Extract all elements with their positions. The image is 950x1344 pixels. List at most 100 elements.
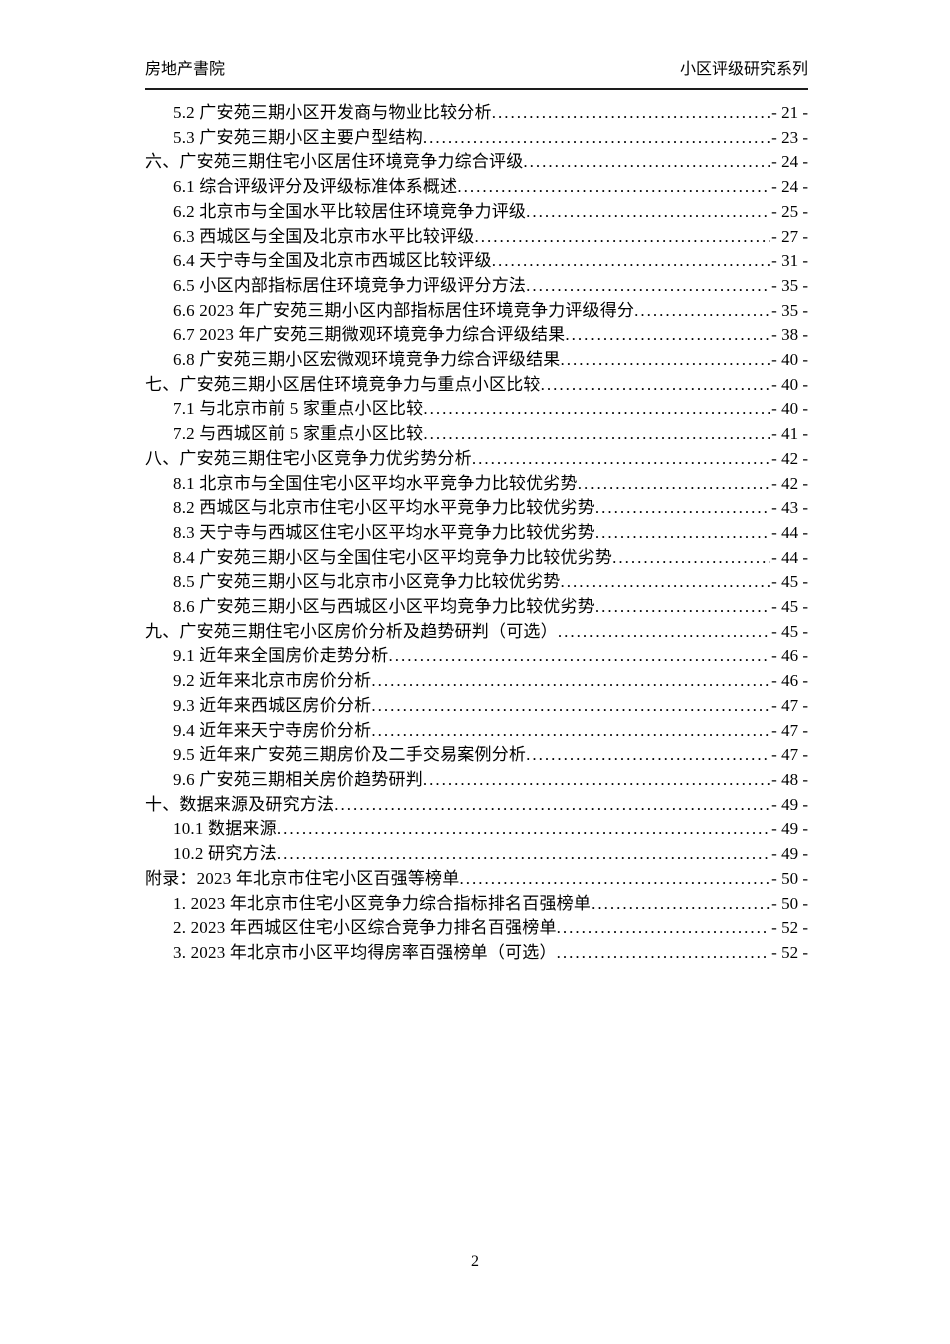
toc-entry-title: 8.3 天宁寺与西城区住宅小区平均水平竞争力比较优劣势 [173, 522, 595, 542]
toc-dot-leader [595, 595, 770, 620]
toc-entry[interactable]: 6.3 西城区与全国及北京市水平比较评级 - 27 - [145, 225, 808, 250]
toc-entry[interactable]: 6.2 北京市与全国水平比较居住环境竞争力评级 - 25 - [145, 200, 808, 225]
toc-entry-page: - 45 - [771, 621, 808, 641]
toc-dot-leader [277, 842, 770, 867]
toc-entry-title: 六、广安苑三期住宅小区居住环境竞争力综合评级 [145, 152, 524, 172]
toc-entry-title: 8.1 北京市与全国住宅小区平均水平竞争力比较优劣势 [173, 473, 578, 493]
toc-entry-title: 10.1 数据来源 [173, 819, 277, 839]
toc-dot-leader [475, 225, 771, 250]
toc-dot-leader [492, 249, 770, 274]
toc-entry-page: - 24 - [771, 177, 808, 197]
toc-dot-leader [423, 768, 770, 793]
toc-entry[interactable]: 8.1 北京市与全国住宅小区平均水平竞争力比较优劣势 - 42 - [145, 472, 808, 497]
toc-entry[interactable]: 3. 2023 年北京市小区平均得房率百强榜单（可选） - 52 - [145, 941, 808, 966]
toc-entry[interactable]: 9.6 广安苑三期相关房价趋势研判 - 48 - [145, 768, 808, 793]
toc-entry-title: 6.3 西城区与全国及北京市水平比较评级 [173, 226, 475, 246]
toc-entry[interactable]: 十、数据来源及研究方法 - 49 - [145, 793, 808, 818]
toc-entry-page: - 38 - [771, 325, 808, 345]
toc-dot-leader [526, 274, 770, 299]
toc-entry-page: - 25 - [771, 201, 808, 221]
toc-entry[interactable]: 10.1 数据来源 - 49 - [145, 817, 808, 842]
toc-entry-title: 6.8 广安苑三期小区宏微观环境竞争力综合评级结果 [173, 350, 561, 370]
toc-entry[interactable]: 八、广安苑三期住宅小区竞争力优劣势分析 - 42 - [145, 447, 808, 472]
toc-dot-leader [541, 373, 771, 398]
toc-entry-page: - 49 - [771, 844, 808, 864]
toc-entry[interactable]: 6.4 天宁寺与全国及北京市西城区比较评级 - 31 - [145, 249, 808, 274]
toc-dot-leader [526, 200, 770, 225]
toc-entry-title: 10.2 研究方法 [173, 844, 277, 864]
toc-entry[interactable]: 7.1 与北京市前 5 家重点小区比较 - 40 - [145, 397, 808, 422]
toc-entry-page: - 24 - [771, 152, 808, 172]
toc-entry[interactable]: 9.3 近年来西城区房价分析 - 47 - [145, 694, 808, 719]
toc-entry[interactable]: 9.2 近年来北京市房价分析 - 46 - [145, 669, 808, 694]
toc-entry-page: - 49 - [771, 794, 808, 814]
page-header: 房地产書院 小区评级研究系列 [145, 55, 808, 90]
toc-entry[interactable]: 附录：2023 年北京市住宅小区百强等榜单 - 50 - [145, 867, 808, 892]
toc-entry-title: 8.2 西城区与北京市住宅小区平均水平竞争力比较优劣势 [173, 498, 595, 518]
toc-entry[interactable]: 8.5 广安苑三期小区与北京市小区竞争力比较优劣势 - 45 - [145, 570, 808, 595]
toc-entry[interactable]: 六、广安苑三期住宅小区居住环境竞争力综合评级 - 24 - [145, 150, 808, 175]
toc-dot-leader [634, 299, 770, 324]
toc-dot-leader [277, 817, 770, 842]
toc-entry[interactable]: 8.3 天宁寺与西城区住宅小区平均水平竞争力比较优劣势 - 44 - [145, 521, 808, 546]
toc-entry-title: 1. 2023 年北京市住宅小区竞争力综合指标排名百强榜单 [173, 893, 592, 913]
toc-entry[interactable]: 6.8 广安苑三期小区宏微观环境竞争力综合评级结果 - 40 - [145, 348, 808, 373]
toc-entry-page: - 43 - [771, 498, 808, 518]
toc-dot-leader [371, 669, 770, 694]
toc-dot-leader [591, 892, 770, 917]
toc-entry-title: 6.5 小区内部指标居住环境竞争力评级评分方法 [173, 275, 527, 295]
toc-entry-page: - 49 - [771, 819, 808, 839]
toc-entry-page: - 35 - [771, 275, 808, 295]
toc-entry[interactable]: 10.2 研究方法 - 49 - [145, 842, 808, 867]
toc-entry[interactable]: 6.1 综合评级评分及评级标准体系概述 - 24 - [145, 175, 808, 200]
toc-entry[interactable]: 9.1 近年来全国房价走势分析 - 46 - [145, 644, 808, 669]
toc-dot-leader [523, 150, 770, 175]
toc-entry-title: 8.5 广安苑三期小区与北京市小区竞争力比较优劣势 [173, 572, 561, 592]
toc-entry-page: - 50 - [771, 868, 808, 888]
toc-entry[interactable]: 7.2 与西城区前 5 家重点小区比较 - 41 - [145, 422, 808, 447]
toc-entry-title: 6.4 天宁寺与全国及北京市西城区比较评级 [173, 251, 492, 271]
toc-entry-title: 5.2 广安苑三期小区开发商与物业比较分析 [173, 103, 492, 122]
toc-dot-leader [371, 719, 770, 744]
toc-entry[interactable]: 8.6 广安苑三期小区与西城区小区平均竞争力比较优劣势 - 45 - [145, 595, 808, 620]
toc-entry[interactable]: 5.2 广安苑三期小区开发商与物业比较分析 - 21 - [145, 101, 808, 126]
toc-entry-title: 8.4 广安苑三期小区与全国住宅小区平均竞争力比较优劣势 [173, 547, 613, 567]
toc-entry-page: - 40 - [771, 350, 808, 370]
toc-entry-title: 9.4 近年来天宁寺房价分析 [173, 720, 372, 740]
toc-entry-title: 2. 2023 年西城区住宅小区综合竞争力排名百强榜单 [173, 918, 557, 938]
toc-entry-title: 6.7 2023 年广安苑三期微观环境竞争力综合评级结果 [173, 325, 566, 345]
toc-entry-page: - 31 - [771, 251, 808, 271]
toc-entry[interactable]: 七、广安苑三期小区居住环境竞争力与重点小区比较 - 40 - [145, 373, 808, 398]
toc-entry-page: - 52 - [771, 918, 808, 938]
toc-dot-leader [423, 397, 770, 422]
toc-entry[interactable]: 5.3 广安苑三期小区主要户型结构 - 23 - [145, 126, 808, 151]
toc-entry-page: - 47 - [771, 745, 808, 765]
toc-entry-page: - 44 - [771, 522, 808, 542]
toc-entry-title: 十、数据来源及研究方法 [145, 794, 335, 814]
toc-entry-title: 5.3 广安苑三期小区主要户型结构 [173, 127, 423, 147]
toc-entry-page: - 23 - [771, 127, 808, 147]
toc-entry[interactable]: 6.5 小区内部指标居住环境竞争力评级评分方法 - 35 - [145, 274, 808, 299]
toc-entry-page: - 44 - [771, 547, 808, 567]
toc-entry[interactable]: 9.4 近年来天宁寺房价分析 - 47 - [145, 719, 808, 744]
toc-entry[interactable]: 6.7 2023 年广安苑三期微观环境竞争力综合评级结果 - 38 - [145, 323, 808, 348]
toc-dot-leader [557, 941, 771, 966]
toc-entry[interactable]: 1. 2023 年北京市住宅小区竞争力综合指标排名百强榜单 - 50 - [145, 892, 808, 917]
toc-entry-page: - 42 - [771, 473, 808, 493]
toc-entry[interactable]: 2. 2023 年西城区住宅小区综合竞争力排名百强榜单 - 52 - [145, 916, 808, 941]
toc-entry-title: 九、广安苑三期住宅小区房价分析及趋势研判（可选） [145, 621, 558, 641]
toc-entry-title: 8.6 广安苑三期小区与西城区小区平均竞争力比较优劣势 [173, 597, 595, 617]
toc-entry-title: 3. 2023 年北京市小区平均得房率百强榜单（可选） [173, 942, 557, 962]
toc-entry[interactable]: 6.6 2023 年广安苑三期小区内部指标居住环境竞争力评级得分 - 35 - [145, 299, 808, 324]
toc-entry[interactable]: 8.4 广安苑三期小区与全国住宅小区平均竞争力比较优劣势 - 44 - [145, 546, 808, 571]
toc-entry-page: - 21 - [771, 103, 808, 122]
toc-entry[interactable]: 九、广安苑三期住宅小区房价分析及趋势研判（可选） - 45 - [145, 620, 808, 645]
toc-entry-title: 6.2 北京市与全国水平比较居住环境竞争力评级 [173, 201, 527, 221]
toc-entry-page: - 45 - [771, 597, 808, 617]
toc-entry[interactable]: 9.5 近年来广安苑三期房价及二手交易案例分析 - 47 - [145, 743, 808, 768]
toc-entry[interactable]: 8.2 西城区与北京市住宅小区平均水平竞争力比较优劣势 - 43 - [145, 496, 808, 521]
toc-dot-leader [371, 694, 770, 719]
header-right-text: 小区评级研究系列 [679, 61, 808, 78]
toc-dot-leader [557, 916, 771, 941]
